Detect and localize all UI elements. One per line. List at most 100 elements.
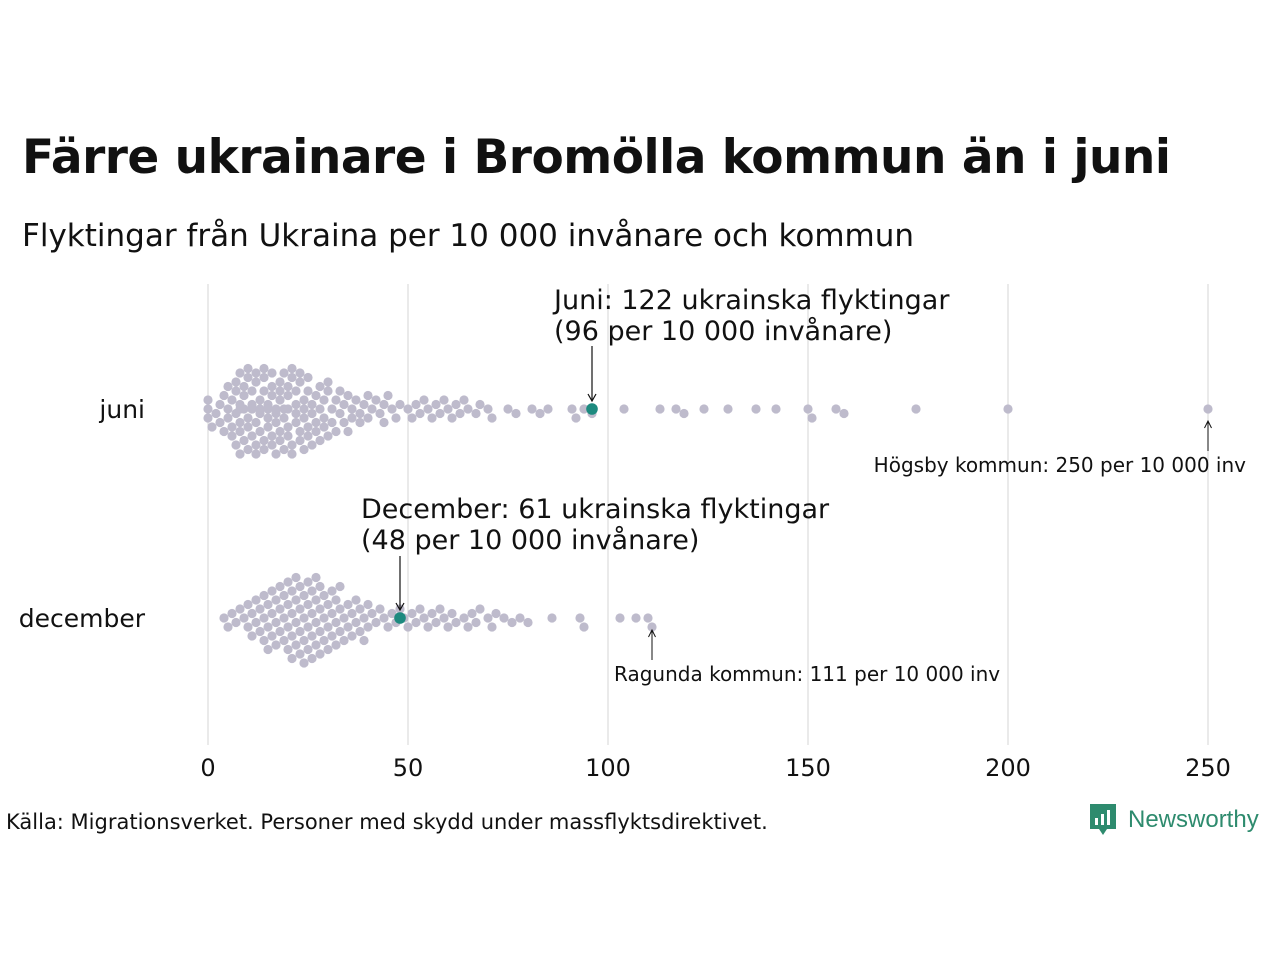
data-point: [579, 622, 589, 632]
data-point: [375, 408, 385, 419]
data-point: [483, 404, 493, 414]
x-tick-label: 100: [585, 754, 631, 782]
highlight-arrowhead: [395, 602, 405, 612]
data-point: [319, 413, 329, 423]
data-point: [363, 390, 373, 401]
data-point: [367, 404, 377, 414]
data-point: [295, 435, 305, 446]
data-point: [419, 395, 429, 405]
data-point: [295, 368, 305, 378]
data-point: [287, 372, 297, 383]
data-point: [415, 604, 425, 614]
brand-name: Newsworthy: [1128, 806, 1259, 833]
data-point: [259, 386, 269, 396]
data-point: [311, 640, 321, 650]
data-point: [283, 599, 293, 610]
data-point: [303, 386, 313, 396]
data-point: [343, 622, 353, 632]
data-point: [223, 404, 233, 414]
data-point: [311, 617, 321, 628]
data-point: [283, 577, 293, 587]
data-point: [335, 581, 345, 592]
data-point: [331, 595, 341, 605]
data-point: [255, 604, 265, 614]
data-point: [443, 622, 453, 632]
annotation-label: Högsby kommun: 250 per 10 000 inv: [874, 453, 1246, 477]
data-point: [275, 604, 285, 614]
data-point: [359, 635, 369, 646]
highlight-label-line2: (96 per 10 000 invånare): [554, 316, 892, 347]
data-point: [315, 435, 325, 446]
data-point: [291, 408, 301, 419]
data-point: [255, 626, 265, 637]
data-point: [287, 440, 297, 450]
data-point: [219, 613, 229, 623]
data-point: [215, 417, 225, 428]
data-point: [339, 417, 349, 428]
data-point: [295, 581, 305, 592]
data-point: [427, 608, 437, 619]
data-point: [407, 608, 417, 619]
data-point: [255, 395, 265, 405]
data-point: [515, 613, 525, 623]
data-point: [335, 626, 345, 637]
data-point: [363, 599, 373, 610]
data-point: [327, 631, 337, 641]
data-point: [295, 377, 305, 387]
data-point: [223, 381, 233, 392]
data-point: [259, 590, 269, 601]
data-point: [295, 649, 305, 659]
data-point: [259, 444, 269, 455]
data-point: [243, 422, 253, 432]
x-tick-label: 200: [985, 754, 1031, 782]
data-point: [299, 395, 309, 405]
data-point: [439, 395, 449, 405]
data-point: [323, 386, 333, 396]
data-point: [507, 617, 517, 628]
data-point: [227, 395, 237, 405]
data-point: [211, 408, 221, 419]
highlight-label-line1: Juni: 122 ukrainska flyktingar: [552, 285, 950, 316]
data-point: [303, 422, 313, 432]
data-point: [255, 426, 265, 437]
data-point: [235, 604, 245, 614]
data-point: [347, 608, 357, 619]
data-point: [487, 622, 497, 632]
data-point: [471, 617, 481, 628]
data-point: [235, 426, 245, 437]
data-point: [295, 626, 305, 637]
data-point: [547, 613, 557, 623]
grid-lines: [207, 284, 1209, 745]
data-point: [231, 440, 241, 450]
data-point: [295, 604, 305, 614]
data-point: [227, 431, 237, 441]
data-point: [575, 613, 585, 623]
data-point: [619, 404, 629, 414]
data-point: [291, 640, 301, 650]
data-point: [263, 404, 273, 414]
data-point: [631, 613, 641, 623]
data-point: [351, 395, 361, 405]
data-point: [671, 404, 681, 414]
x-tick-label: 250: [1185, 754, 1231, 782]
data-point: [383, 622, 393, 632]
data-point: [287, 653, 297, 664]
data-point: [271, 617, 281, 628]
data-point: [403, 404, 413, 414]
data-point: [475, 604, 485, 614]
data-point: [263, 644, 273, 655]
data-point: [567, 404, 577, 414]
data-point: [331, 640, 341, 650]
data-point: [395, 399, 405, 410]
data-point: [303, 622, 313, 632]
data-point: [343, 599, 353, 610]
data-point: [391, 413, 401, 423]
data-point: [283, 381, 293, 392]
data-point: [299, 590, 309, 601]
data-point: [331, 617, 341, 628]
data-point: [267, 368, 277, 378]
data-point: [411, 399, 421, 410]
data-point: [411, 617, 421, 628]
data-point: [291, 617, 301, 628]
data-point: [351, 595, 361, 605]
